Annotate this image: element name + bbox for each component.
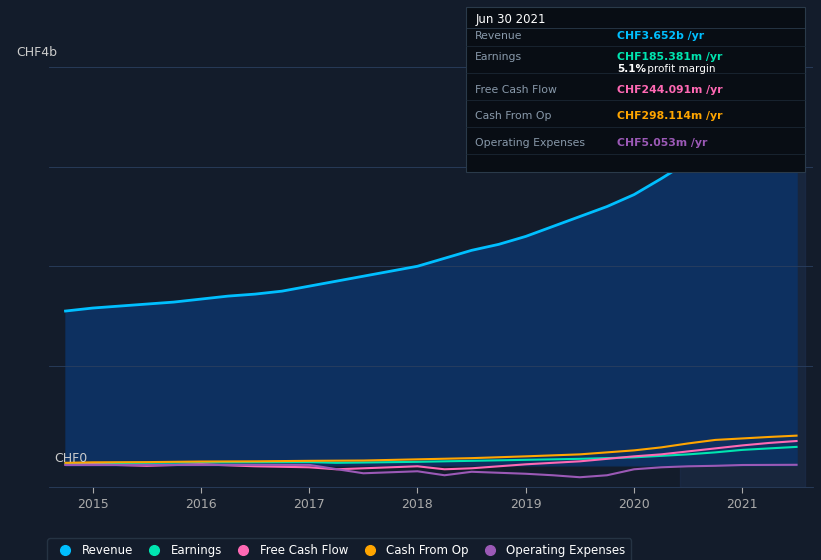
Text: Cash From Op: Cash From Op [475,111,552,122]
Text: CHF185.381m /yr: CHF185.381m /yr [617,52,722,62]
Text: profit margin: profit margin [644,64,716,74]
Text: Jun 30 2021: Jun 30 2021 [475,13,546,26]
Text: CHF4b: CHF4b [16,46,57,59]
Text: CHF298.114m /yr: CHF298.114m /yr [617,111,723,122]
Legend: Revenue, Earnings, Free Cash Flow, Cash From Op, Operating Expenses: Revenue, Earnings, Free Cash Flow, Cash … [48,538,631,560]
Text: Operating Expenses: Operating Expenses [475,138,585,148]
Bar [680,67,805,487]
Text: Revenue: Revenue [475,31,523,41]
Text: Earnings: Earnings [475,52,522,62]
Text: CHF244.091m /yr: CHF244.091m /yr [617,85,723,95]
Text: CHF3.652b /yr: CHF3.652b /yr [617,31,704,41]
Text: 5.1%: 5.1% [617,64,646,74]
Text: CHF5.053m /yr: CHF5.053m /yr [617,138,708,148]
Text: CHF0: CHF0 [55,451,88,464]
Text: Free Cash Flow: Free Cash Flow [475,85,557,95]
